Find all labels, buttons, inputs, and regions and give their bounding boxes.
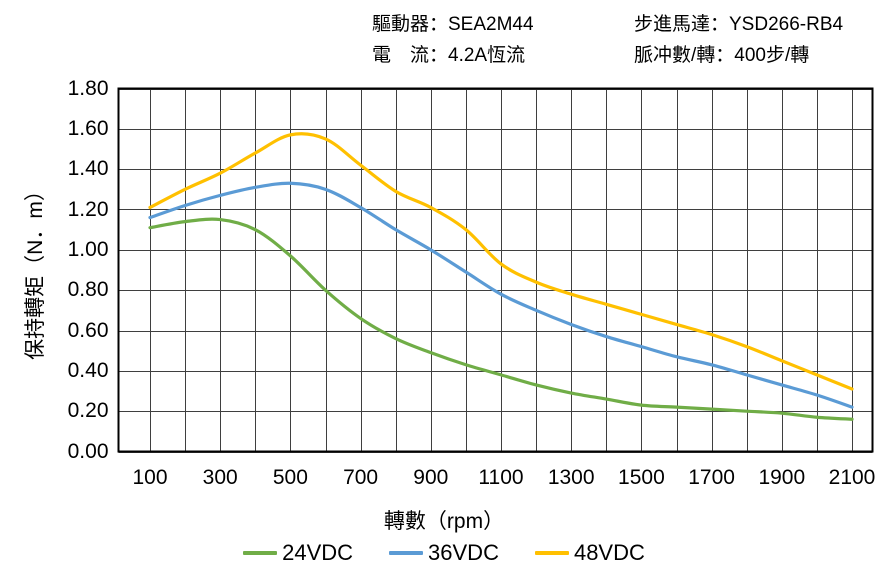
x-tick-label: 1900	[758, 465, 806, 489]
x-tick-label: 500	[272, 465, 308, 489]
x-tick-label: 300	[202, 465, 238, 489]
y-tick-label: 0.80	[67, 278, 109, 302]
legend-item-48vdc[interactable]: 48VDC	[534, 540, 645, 565]
header-row-1: 驅動器：SEA2M44 步進馬達：YSD266-RB4	[0, 10, 888, 40]
y-tick-label: 0.40	[67, 358, 109, 382]
stepper-motor-model-text: 步進馬達：YSD266-RB4	[634, 14, 844, 35]
y-tick-label: 0.20	[67, 399, 109, 423]
y-tick-label: 0.60	[67, 318, 109, 342]
series-lines	[148, 132, 854, 421]
driver-model-text: 驅動器：SEA2M44	[372, 14, 534, 35]
legend-item-36vdc[interactable]: 36VDC	[389, 541, 499, 565]
x-axis-title: 轉數（rpm）	[383, 510, 505, 533]
legend-label: 24VDC	[282, 540, 354, 565]
legend-swatch-icon	[389, 551, 424, 555]
x-tick-label: 1300	[547, 465, 595, 489]
legend-swatch-icon	[534, 551, 569, 555]
x-tick-label: 1100	[478, 465, 524, 489]
series-line-48vdc	[148, 132, 854, 391]
y-tick-label: 1.80	[67, 76, 109, 100]
series-line-24vdc	[148, 217, 854, 421]
y-tick-label: 1.40	[67, 157, 109, 181]
y-axis-title: 保持轉矩（N．m）	[24, 180, 47, 360]
plot-frame	[117, 87, 874, 453]
legend-label: 48VDC	[573, 540, 645, 565]
chart-header: 驅動器：SEA2M44 步進馬達：YSD266-RB4 電 流：4.2A恆流 脈…	[0, 8, 888, 70]
x-tick-label: 100	[132, 465, 168, 489]
x-tick-label: 1500	[618, 465, 665, 489]
vertical-gridlines	[150, 88, 853, 452]
horizontal-gridlines	[118, 89, 873, 453]
pulses-per-rev-text: 脈冲數/轉：400步/轉	[634, 45, 810, 66]
x-tick-label: 1700	[688, 465, 735, 489]
y-tick-label: 0.00	[67, 439, 109, 463]
current-spec-text: 電 流：4.2A恆流	[372, 45, 526, 66]
x-tick-label: 900	[413, 465, 449, 489]
x-tick-label: 2100	[828, 465, 876, 489]
y-tick-label: 1.00	[67, 237, 109, 261]
header-row-2: 電 流：4.2A恆流 脈冲數/轉：400步/轉	[0, 41, 888, 71]
y-tick-label: 1.60	[67, 116, 109, 140]
y-tick-label: 1.20	[67, 197, 109, 221]
legend-swatch-icon	[243, 551, 278, 555]
x-tick-label: 700	[343, 465, 379, 489]
series-line-36vdc	[148, 181, 854, 409]
chart-legend: 24VDC 36VDC 48VDC	[0, 541, 888, 565]
legend-label: 36VDC	[428, 540, 499, 565]
legend-item-24vdc[interactable]: 24VDC	[243, 541, 353, 565]
